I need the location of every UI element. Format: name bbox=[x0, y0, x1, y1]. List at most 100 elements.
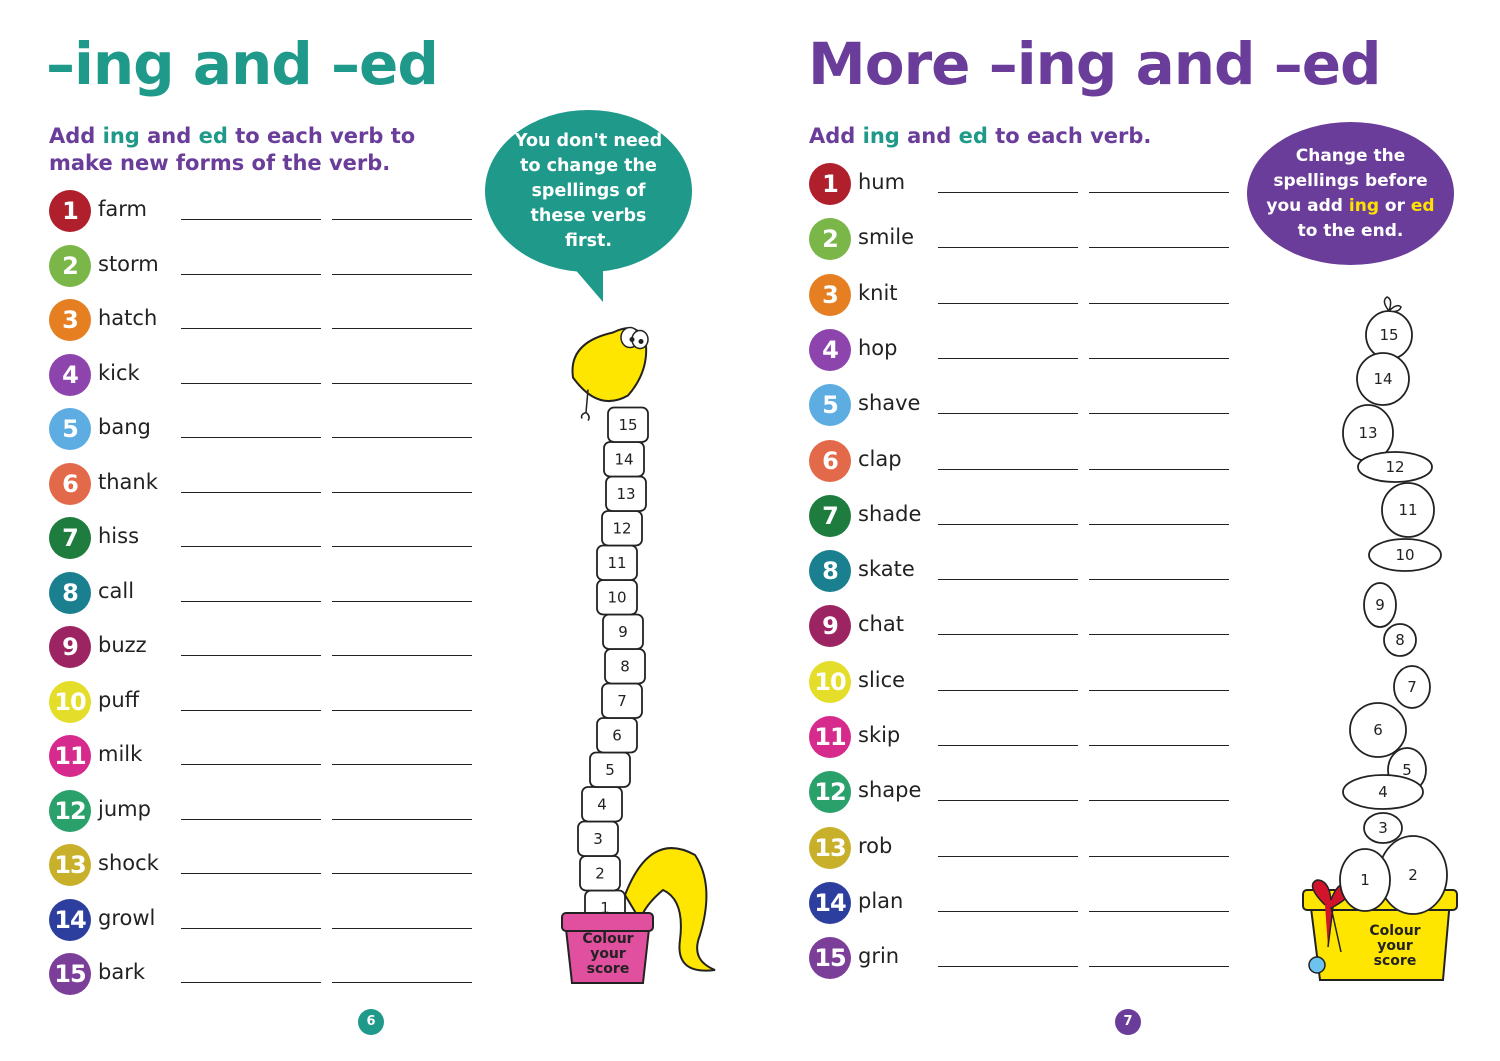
item-number-badge: 3 bbox=[809, 273, 851, 316]
snake-score-segment[interactable]: 13 bbox=[605, 475, 647, 512]
score-number: 3 bbox=[593, 830, 603, 848]
tip-keyword-ing: ing bbox=[1348, 195, 1379, 216]
ed-answer-line[interactable] bbox=[1089, 855, 1229, 857]
snake-score-segment[interactable]: 14 bbox=[603, 441, 645, 478]
ing-answer-line[interactable] bbox=[181, 328, 321, 329]
snake-score-segment[interactable]: 10 bbox=[596, 579, 638, 616]
item-number-badge: 2 bbox=[49, 244, 91, 287]
ing-answer-line[interactable] bbox=[938, 468, 1078, 470]
item-number-badge: 5 bbox=[809, 384, 851, 427]
verb-word: plan bbox=[858, 888, 904, 913]
ed-answer-line[interactable] bbox=[332, 655, 472, 656]
ed-answer-line[interactable] bbox=[1089, 745, 1229, 746]
fruit-score-item[interactable]: 10 bbox=[1368, 538, 1442, 572]
snake-score-segment[interactable]: 2 bbox=[579, 855, 621, 892]
ing-answer-line[interactable] bbox=[181, 982, 321, 983]
ing-answer-line[interactable] bbox=[938, 247, 1078, 249]
ed-answer-line[interactable] bbox=[1089, 689, 1229, 691]
ed-answer-line[interactable] bbox=[1089, 247, 1229, 249]
fruit-score-item[interactable]: 8 bbox=[1383, 623, 1417, 657]
fruit-score-item[interactable]: 11 bbox=[1381, 482, 1435, 538]
ed-answer-line[interactable] bbox=[332, 982, 472, 983]
verb-word: shade bbox=[858, 501, 922, 526]
fruit-score-item[interactable]: 15 bbox=[1365, 310, 1413, 360]
item-number-badge: 12 bbox=[49, 789, 91, 832]
ed-answer-line[interactable] bbox=[332, 382, 472, 384]
ed-answer-line[interactable] bbox=[1089, 192, 1229, 193]
ed-answer-line[interactable] bbox=[332, 491, 472, 493]
snake-score-segment[interactable]: 7 bbox=[601, 682, 643, 719]
ed-answer-line[interactable] bbox=[1089, 413, 1229, 415]
ing-answer-line[interactable] bbox=[181, 818, 321, 820]
ing-answer-line[interactable] bbox=[938, 523, 1078, 525]
ing-answer-line[interactable] bbox=[938, 910, 1078, 912]
ing-answer-line[interactable] bbox=[181, 273, 321, 275]
ed-answer-line[interactable] bbox=[332, 927, 472, 929]
ing-answer-line[interactable] bbox=[938, 966, 1078, 968]
ed-answer-line[interactable] bbox=[1089, 966, 1229, 968]
ing-answer-line[interactable] bbox=[181, 491, 321, 493]
ing-answer-line[interactable] bbox=[938, 855, 1078, 857]
ed-answer-line[interactable] bbox=[332, 273, 472, 275]
snake-score-segment[interactable]: 15 bbox=[607, 406, 649, 443]
ing-answer-line[interactable] bbox=[938, 302, 1078, 304]
ed-answer-line[interactable] bbox=[1089, 357, 1229, 359]
ing-answer-line[interactable] bbox=[938, 192, 1078, 193]
fruit-score-item[interactable]: 4 bbox=[1342, 774, 1424, 810]
ing-answer-line[interactable] bbox=[181, 873, 321, 874]
ing-answer-line[interactable] bbox=[938, 357, 1078, 359]
snake-score-segment[interactable]: 12 bbox=[601, 510, 643, 547]
item-number-badge: 10 bbox=[49, 680, 91, 723]
ing-answer-line[interactable] bbox=[938, 634, 1078, 636]
ed-answer-line[interactable] bbox=[1089, 910, 1229, 912]
snake-score-segment[interactable]: 6 bbox=[596, 717, 638, 754]
ed-answer-line[interactable] bbox=[1089, 523, 1229, 525]
ing-answer-line[interactable] bbox=[181, 382, 321, 384]
ing-answer-line[interactable] bbox=[938, 800, 1078, 802]
ing-answer-line[interactable] bbox=[938, 413, 1078, 415]
ing-answer-line[interactable] bbox=[181, 437, 321, 438]
score-number: 8 bbox=[620, 657, 630, 675]
verb-row: 4 hop bbox=[809, 328, 1249, 373]
ing-answer-line[interactable] bbox=[181, 600, 321, 602]
ed-answer-line[interactable] bbox=[1089, 468, 1229, 470]
fruit-score-item[interactable]: 13 bbox=[1342, 404, 1394, 462]
ed-answer-line[interactable] bbox=[332, 818, 472, 820]
ed-answer-line[interactable] bbox=[1089, 302, 1229, 304]
snake-score-segment[interactable]: 8 bbox=[604, 648, 646, 685]
snake-score-segment[interactable]: 4 bbox=[581, 786, 623, 823]
ed-answer-line[interactable] bbox=[332, 219, 472, 220]
fruit-score-item[interactable]: 7 bbox=[1393, 665, 1431, 709]
ed-answer-line[interactable] bbox=[1089, 579, 1229, 581]
ed-answer-line[interactable] bbox=[332, 437, 472, 438]
ed-answer-line[interactable] bbox=[1089, 634, 1229, 636]
ed-answer-line[interactable] bbox=[332, 873, 472, 874]
ing-answer-line[interactable] bbox=[181, 219, 321, 220]
ing-answer-line[interactable] bbox=[181, 764, 321, 765]
snake-score-segment[interactable]: 3 bbox=[577, 820, 619, 857]
fruit-score-item[interactable]: 9 bbox=[1363, 582, 1397, 628]
ed-answer-line[interactable] bbox=[1089, 800, 1229, 802]
ing-answer-line[interactable] bbox=[181, 546, 321, 547]
ing-answer-line[interactable] bbox=[181, 709, 321, 711]
snake-score-segment[interactable]: 5 bbox=[589, 751, 631, 788]
score-number: 8 bbox=[1395, 631, 1405, 649]
ing-answer-line[interactable] bbox=[181, 927, 321, 929]
ing-answer-line[interactable] bbox=[938, 579, 1078, 581]
fruit-score-item[interactable]: 3 bbox=[1363, 812, 1403, 844]
ed-answer-line[interactable] bbox=[332, 600, 472, 602]
fruit-score-item[interactable]: 12 bbox=[1357, 451, 1433, 483]
ing-answer-line[interactable] bbox=[938, 689, 1078, 691]
ed-answer-line[interactable] bbox=[332, 546, 472, 547]
ed-answer-line[interactable] bbox=[332, 328, 472, 329]
verb-word: shave bbox=[858, 391, 921, 416]
snake-score-segment[interactable]: 11 bbox=[596, 544, 638, 581]
ing-answer-line[interactable] bbox=[938, 745, 1078, 746]
snake-score-segment[interactable]: 9 bbox=[602, 613, 644, 650]
fruit-score-item[interactable]: 14 bbox=[1356, 352, 1410, 406]
fruit-score-item[interactable]: 1 bbox=[1339, 848, 1391, 912]
fruit-score-item[interactable]: 6 bbox=[1349, 702, 1407, 758]
ed-answer-line[interactable] bbox=[332, 709, 472, 711]
ing-answer-line[interactable] bbox=[181, 655, 321, 656]
ed-answer-line[interactable] bbox=[332, 764, 472, 765]
